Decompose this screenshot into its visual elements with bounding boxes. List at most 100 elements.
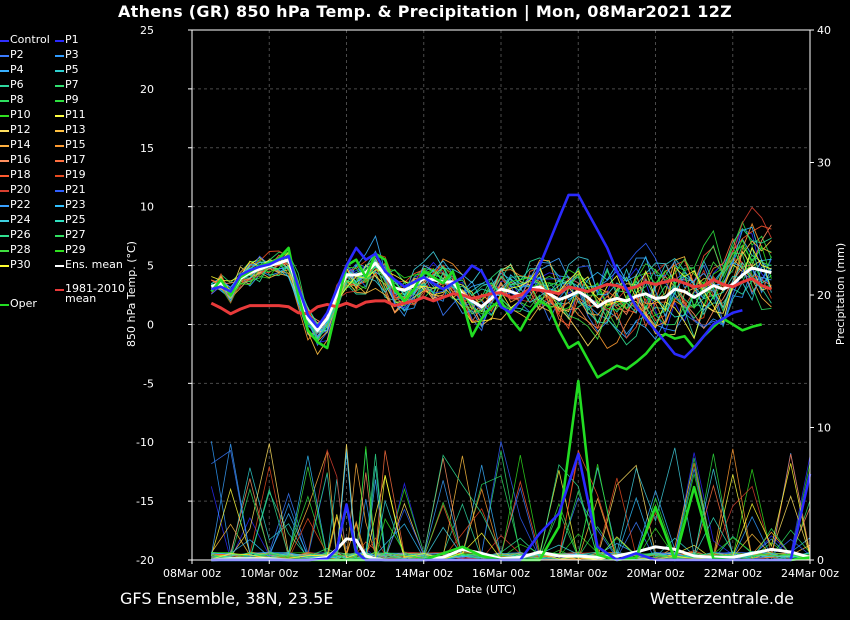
temp-series-control	[211, 193, 743, 359]
y2-tick-label: 10	[817, 422, 831, 435]
legend-label: P23	[65, 198, 86, 211]
y-tick-label: -5	[143, 377, 154, 390]
legend-swatch	[0, 115, 9, 117]
y-tick-label: 0	[147, 318, 154, 331]
y-tick-label: 25	[140, 24, 154, 37]
x-tick-label: 22Mar 00z	[704, 567, 762, 580]
y2-axis-label: Precipitation (mm)	[834, 243, 847, 345]
legend-label: P13	[65, 123, 86, 136]
y2-tick-label: 0	[817, 554, 824, 567]
legend-item: P2	[0, 48, 24, 63]
x-tick-label: 10Mar 00z	[240, 567, 298, 580]
legend-label: P19	[65, 168, 86, 181]
legend-item: Control	[0, 33, 50, 48]
legend-item: P17	[55, 153, 86, 168]
x-tick-label: 16Mar 00z	[472, 567, 530, 580]
legend-swatch	[0, 235, 9, 237]
legend-label: P11	[65, 108, 86, 121]
legend-label: P24	[10, 213, 31, 226]
legend-item: Oper	[0, 297, 37, 312]
legend-label: P18	[10, 168, 31, 181]
legend-item: P3	[55, 48, 79, 63]
legend-swatch	[55, 40, 64, 42]
member-precip-line	[211, 463, 811, 561]
legend-item: Ens. mean	[55, 258, 123, 273]
legend-item: 1981-2010 mean	[55, 282, 125, 304]
legend-swatch	[0, 205, 9, 207]
legend-label: P5	[65, 63, 79, 76]
legend-swatch	[55, 130, 64, 132]
legend-label: P27	[65, 228, 86, 241]
legend-swatch	[0, 190, 9, 192]
legend-swatch	[0, 100, 9, 102]
y2-tick-label: 20	[817, 289, 831, 302]
legend-item: P9	[55, 93, 79, 108]
legend-item: P12	[0, 123, 31, 138]
legend-swatch	[0, 40, 9, 42]
legend-label: P2	[10, 48, 24, 61]
legend-swatch	[55, 175, 64, 177]
legend-item: P21	[55, 183, 86, 198]
legend-label: P15	[65, 138, 86, 151]
legend-item: P13	[55, 123, 86, 138]
legend-item: P6	[0, 78, 24, 93]
y2-tick-label: 40	[817, 24, 831, 37]
legend-item: P25	[55, 213, 86, 228]
legend-item: P22	[0, 198, 31, 213]
y-tick-label: -10	[136, 436, 154, 449]
legend-swatch	[55, 70, 64, 72]
legend-swatch	[0, 265, 9, 267]
legend-label: P16	[10, 153, 31, 166]
y-axis-label: 850 hPa Temp. (°C)	[125, 241, 138, 347]
legend-label: P1	[65, 33, 79, 46]
x-tick-label: 20Mar 00z	[626, 567, 684, 580]
legend-swatch	[0, 250, 9, 252]
legend-swatch	[0, 85, 9, 87]
temp-series-1981-2010-mean	[210, 277, 772, 316]
legend-swatch	[55, 220, 64, 222]
legend-swatch	[55, 205, 64, 207]
y-tick-label: -20	[136, 554, 154, 567]
legend-label: P21	[65, 183, 86, 196]
legend-swatch	[0, 160, 9, 162]
legend-item: P23	[55, 198, 86, 213]
legend-item: P18	[0, 168, 31, 183]
legend-item: P19	[55, 168, 86, 183]
legend-label: P22	[10, 198, 31, 211]
legend-swatch	[55, 190, 64, 192]
legend-item: P11	[55, 108, 86, 123]
legend-swatch	[55, 145, 64, 147]
legend-item: P20	[0, 183, 31, 198]
chart-title: Athens (GR) 850 hPa Temp. & Precipitatio…	[117, 2, 733, 21]
y2-tick-label: 30	[817, 157, 831, 170]
legend-label: P4	[10, 63, 24, 76]
legend-item: P26	[0, 228, 31, 243]
legend-swatch	[55, 160, 64, 162]
legend-item: P30	[0, 258, 31, 273]
legend-label: P28	[10, 243, 31, 256]
legend-item: P4	[0, 63, 24, 78]
legend-label: P20	[10, 183, 31, 196]
x-tick-label: 18Mar 00z	[549, 567, 607, 580]
legend-item: P15	[55, 138, 86, 153]
x-tick-label: 14Mar 00z	[395, 567, 453, 580]
legend-item: P24	[0, 213, 31, 228]
legend-swatch	[0, 145, 9, 147]
legend-label: P30	[10, 258, 31, 271]
legend-swatch	[0, 220, 9, 222]
axes: 25 20 15 10 5 0 -5 -10 -15 -20 40 30 20 10 0 08Mar 00z 1…	[136, 24, 839, 580]
legend-item: P1	[55, 33, 79, 48]
legend-label: P7	[65, 78, 79, 91]
y-tick-label: -15	[136, 495, 154, 508]
legend-item: P5	[55, 63, 79, 78]
legend-label: P14	[10, 138, 31, 151]
legend-swatch	[55, 250, 64, 252]
legend-item: P29	[55, 243, 86, 258]
source-credit: Wetterzentrale.de	[649, 589, 794, 608]
legend-item: P27	[55, 228, 86, 243]
legend-label: 1981-2010 mean	[65, 282, 125, 305]
legend-swatch	[55, 100, 64, 102]
legend-label: P17	[65, 153, 86, 166]
legend-item: P28	[0, 243, 31, 258]
legend-item: P16	[0, 153, 31, 168]
